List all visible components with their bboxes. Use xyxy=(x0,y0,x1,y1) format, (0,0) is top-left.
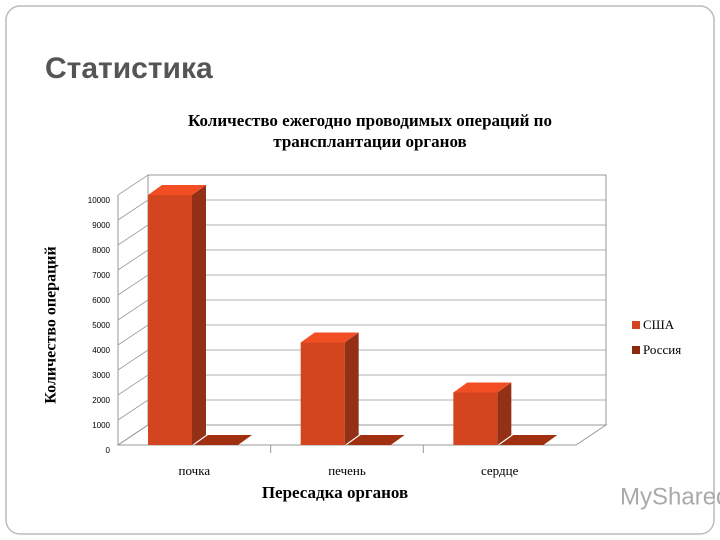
x-tick-label: почка xyxy=(179,463,211,478)
x-axis-title: Пересадка органов xyxy=(262,483,408,502)
bar-top xyxy=(499,435,558,445)
y-axis-title: Количество операций xyxy=(43,246,60,403)
bar xyxy=(148,195,192,445)
bar-top xyxy=(346,435,405,445)
y-tick-label: 5000 xyxy=(92,321,110,330)
y-tick-label: 1000 xyxy=(92,421,110,430)
bar-side xyxy=(344,332,359,445)
y-tick-label: 0 xyxy=(106,446,111,455)
bar-side xyxy=(192,185,206,445)
legend-label: США xyxy=(643,317,675,332)
bar-top xyxy=(453,382,512,393)
legend-label: Россия xyxy=(643,342,681,357)
y-tick-label: 2000 xyxy=(92,396,110,405)
bar-top xyxy=(194,435,252,445)
y-tick-label: 8000 xyxy=(92,246,110,255)
chart-title: Количество ежегодно проводимых операций … xyxy=(188,111,552,151)
slide-title: Статистика xyxy=(45,52,213,85)
bar xyxy=(453,392,498,445)
bar-top xyxy=(300,332,359,343)
grid-line xyxy=(117,174,606,196)
y-tick-label: 7000 xyxy=(92,271,110,280)
x-tick-label: сердце xyxy=(481,463,519,478)
y-tick-label: 6000 xyxy=(92,296,110,305)
x-tick-label: печень xyxy=(328,463,366,478)
legend-swatch xyxy=(632,346,640,354)
bar xyxy=(300,342,345,445)
y-tick-label: 9000 xyxy=(92,221,110,230)
bar-top xyxy=(148,185,206,195)
watermark: MyShared xyxy=(620,483,720,510)
y-tick-label: 4000 xyxy=(92,346,110,355)
y-tick-label: 3000 xyxy=(92,371,110,380)
legend-swatch xyxy=(632,321,640,329)
y-tick-label: 10000 xyxy=(88,196,111,205)
bar-side xyxy=(497,382,512,445)
